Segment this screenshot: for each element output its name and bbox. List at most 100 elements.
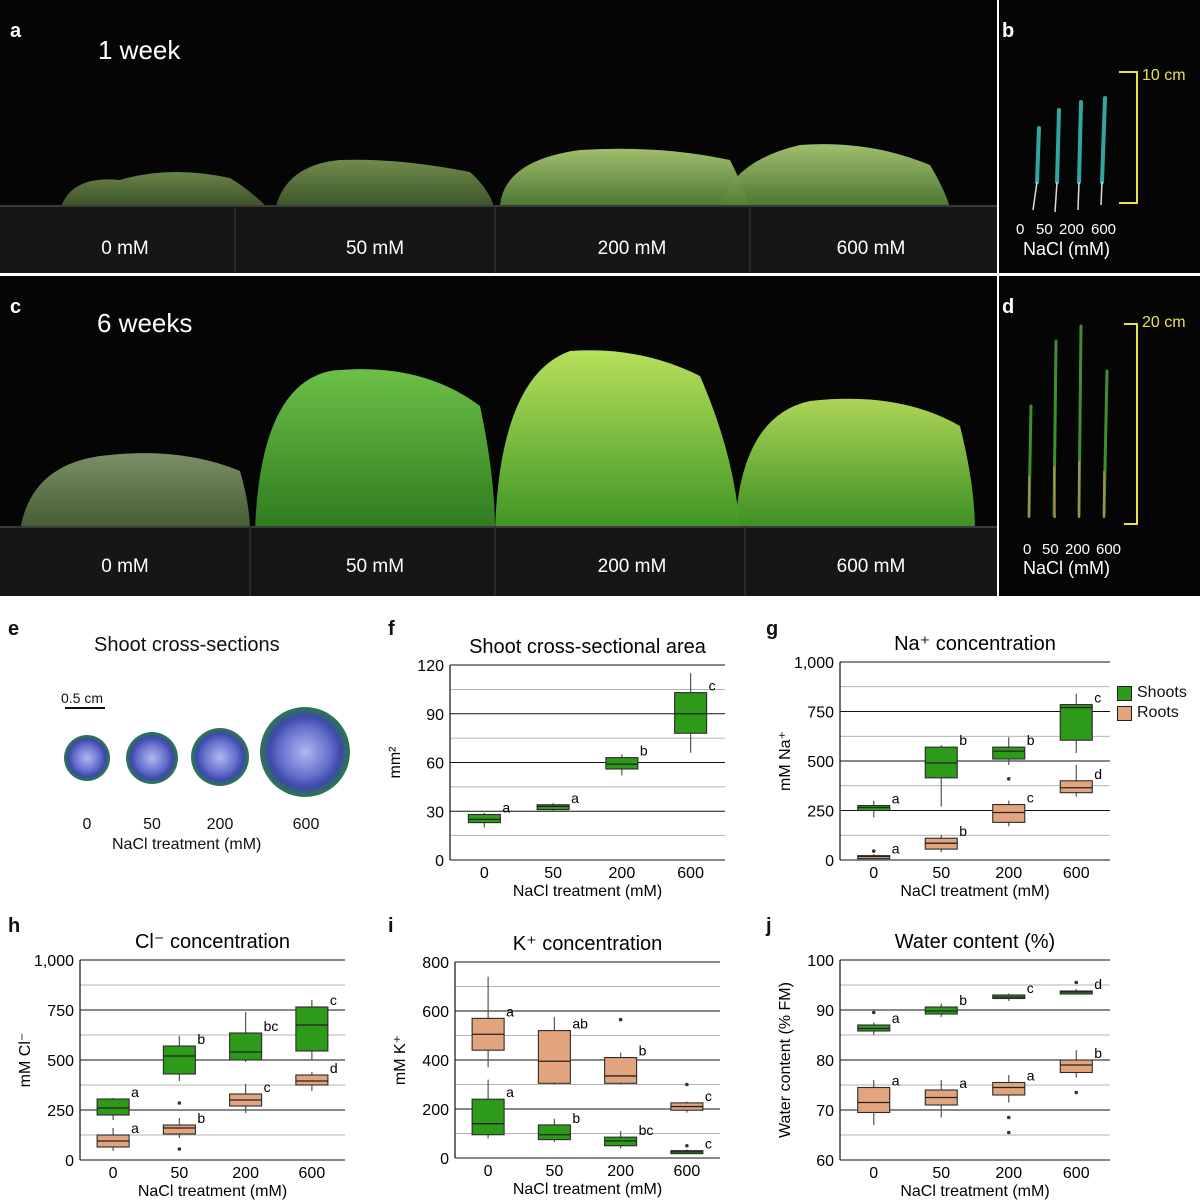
cs-tick-200: 200 — [206, 816, 234, 833]
x-tick-label: 50 — [544, 865, 562, 882]
legend-shoots-label: Shoots — [1137, 684, 1187, 701]
significance-letter: b — [572, 1110, 580, 1126]
panel-a-time: 1 week — [98, 35, 181, 65]
outlier-point — [1006, 777, 1011, 781]
y-tick-label: 500 — [47, 1053, 74, 1070]
significance-letter: a — [131, 1084, 139, 1100]
x-tick-label: 200 — [607, 1163, 634, 1180]
y-tick-label: 100 — [807, 953, 834, 970]
cross-section-600 — [260, 707, 350, 797]
y-tick-label: 0 — [65, 1153, 74, 1170]
cross-section-200 — [191, 728, 249, 786]
outlier-point — [871, 1010, 876, 1015]
panel-letter-g: g — [766, 618, 779, 640]
y-tick-label: 800 — [422, 955, 449, 972]
y-tick-label: 200 — [422, 1102, 449, 1119]
box — [1059, 780, 1093, 794]
box — [162, 1124, 196, 1135]
outlier-point — [685, 1082, 689, 1087]
box — [537, 1124, 571, 1141]
x-tick-label: 200 — [995, 865, 1022, 882]
chart-title: K⁺ concentration — [513, 933, 663, 955]
outlier-point — [177, 1101, 182, 1105]
y-tick-label: 1,000 — [794, 655, 834, 672]
tick-b-600: 600 — [1091, 221, 1117, 238]
outlier-point — [177, 1147, 182, 1151]
scale-label-e: 0.5 cm — [61, 690, 104, 706]
significance-letter: b — [959, 732, 967, 748]
significance-letter: b — [640, 743, 648, 759]
box — [96, 1098, 130, 1116]
tick-d-50: 50 — [1042, 541, 1059, 558]
significance-letter: b — [197, 1031, 205, 1047]
box — [295, 1074, 329, 1086]
y-tick-label: 60 — [426, 756, 444, 773]
panel-letter-d: d — [1002, 296, 1015, 318]
significance-letter: a — [892, 1010, 900, 1026]
y-tick-label: 750 — [47, 1003, 74, 1020]
box — [467, 813, 501, 824]
y-tick-label: 70 — [816, 1103, 834, 1120]
significance-letter: d — [1094, 766, 1102, 782]
box — [537, 1030, 571, 1084]
photo-panel-b: b 10 cm 0 50 200 600 NaCl (mM) — [999, 0, 1200, 273]
significance-letter: d — [330, 1060, 338, 1076]
x-tick-label: 600 — [1063, 1165, 1090, 1182]
significance-letter: c — [264, 1079, 271, 1095]
x-tick-label: 600 — [299, 1165, 326, 1182]
significance-letter: b — [639, 1043, 647, 1059]
panel-letter-h: h — [8, 915, 21, 937]
significance-letter: c — [705, 1088, 712, 1104]
x-axis-label: NaCl treatment (mM) — [900, 883, 1049, 900]
y-tick-label: 250 — [807, 804, 834, 821]
tray-label-200: 200 mM — [597, 556, 667, 577]
legend-roots-label: Roots — [1137, 704, 1179, 721]
tick-b-50: 50 — [1036, 221, 1053, 238]
tick-d-600: 600 — [1096, 541, 1122, 558]
significance-letter: bc — [639, 1122, 654, 1138]
x-tick-label: 600 — [677, 865, 704, 882]
x-tick-label: 0 — [869, 865, 878, 882]
y-axis-label: mM K⁺ — [392, 1035, 409, 1085]
box — [605, 757, 639, 770]
axis-label-b: NaCl (mM) — [1023, 239, 1110, 259]
cross-sections-illustration — [64, 707, 350, 797]
box — [604, 1057, 638, 1084]
significance-letter: a — [892, 841, 900, 857]
significance-letter: c — [1027, 980, 1034, 996]
seedlings-illustration-b — [1032, 71, 1138, 213]
legend: Shoots Roots — [1117, 683, 1187, 723]
significance-letter: a — [571, 790, 579, 806]
x-tick-label: 200 — [995, 1165, 1022, 1182]
y-tick-label: 400 — [422, 1053, 449, 1070]
tray-label-50: 50 mM — [345, 238, 405, 259]
outlier-point — [618, 1017, 623, 1022]
cross-section-50 — [126, 732, 178, 784]
tray-label-0: 0 mM — [101, 238, 149, 259]
chart-title: Shoot cross-sectional area — [469, 636, 707, 658]
outlier-point — [685, 1143, 689, 1148]
significance-letter: c — [705, 1136, 712, 1152]
x-tick-label: 600 — [674, 1163, 701, 1180]
panel-letter-i: i — [388, 915, 394, 937]
y-axis-label: Water content (% FM) — [777, 982, 794, 1138]
significance-letter: b — [1027, 732, 1035, 748]
outlier-point — [1074, 980, 1079, 985]
box — [1059, 1059, 1093, 1074]
box — [857, 855, 891, 860]
box — [471, 1098, 505, 1136]
significance-letter: d — [1094, 976, 1102, 992]
panel-e-title: Shoot cross-sections — [94, 634, 280, 656]
y-tick-label: 60 — [816, 1153, 834, 1170]
x-tick-label: 600 — [1063, 865, 1090, 882]
y-tick-label: 30 — [426, 804, 444, 821]
photo-panel-d: d 20 cm 0 50 200 600 NaCl (mM) — [999, 276, 1200, 596]
y-tick-label: 0 — [440, 1151, 449, 1168]
tick-d-200: 200 — [1065, 541, 1091, 558]
significance-letter: c — [1094, 690, 1101, 706]
x-tick-label: 200 — [232, 1165, 259, 1182]
panel-letter-f: f — [388, 618, 395, 640]
